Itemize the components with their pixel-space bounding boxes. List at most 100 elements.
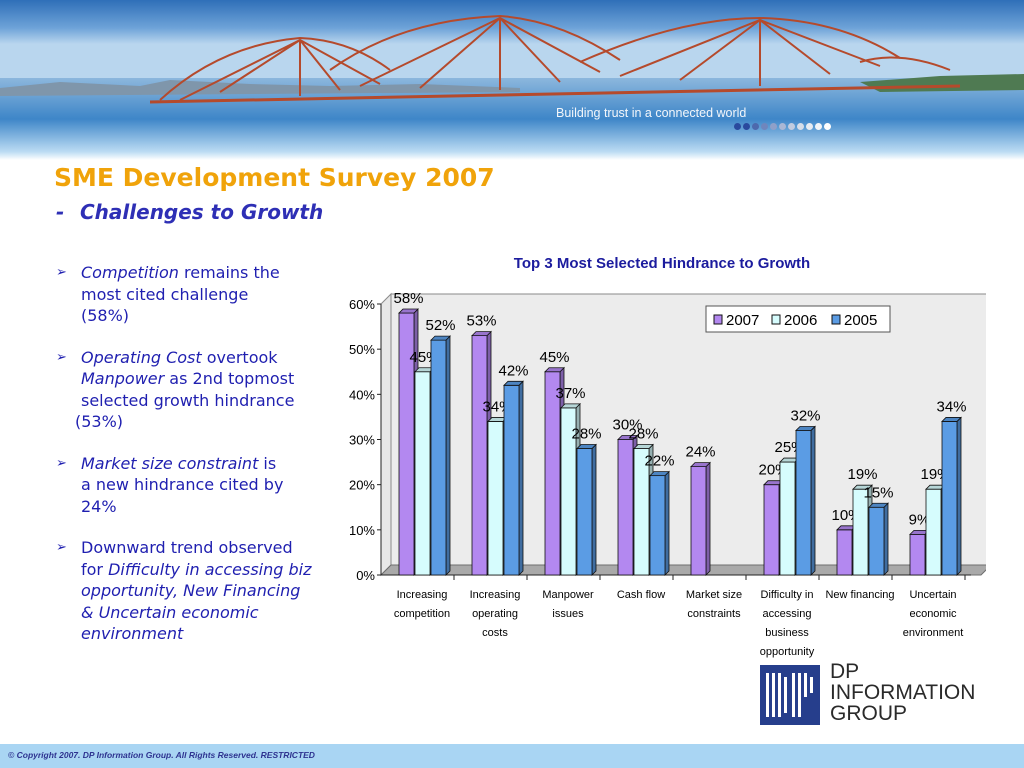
x-category-label: constraints: [687, 608, 741, 620]
bullet-text: for: [81, 559, 109, 579]
bar-top-2005: [503, 380, 524, 386]
bar-2007: [763, 484, 780, 576]
data-label-2007: 9%: [909, 511, 931, 528]
data-label-2007: 24%: [685, 444, 715, 461]
bullet-line: opportunity, New Financing: [81, 581, 301, 600]
y-tick-label: 60%: [349, 297, 375, 312]
page-subtitle: - Challenges to Growth: [56, 200, 323, 224]
dp-logo-mark: [760, 665, 820, 725]
legend-swatch-2007: [713, 314, 723, 325]
bullet-line: & Uncertain economic: [81, 602, 259, 622]
subtitle-text: Challenges to Growth: [80, 200, 324, 224]
page-title: SME Development Survey 2007: [54, 163, 495, 192]
bar-side-2005: [445, 335, 451, 576]
bar-top-2005: [868, 502, 889, 508]
bar-top-2007: [617, 435, 638, 440]
bullet-text: overtook: [201, 347, 278, 367]
bar-2005: [868, 506, 885, 576]
bar-2005: [503, 384, 520, 576]
data-label-2005: 22%: [644, 453, 674, 470]
bar-top-2006: [560, 403, 581, 409]
bar-side-2005: [591, 443, 597, 576]
data-label-2005: 28%: [571, 426, 601, 443]
bullet-arrow-icon: ➢: [56, 349, 67, 365]
bar-2005: [795, 430, 812, 576]
bar-2006: [414, 371, 431, 576]
bar-2007: [690, 466, 707, 576]
banner-progress-dots: [734, 123, 831, 132]
chart-side-wall: [380, 292, 392, 577]
bar-top-2006: [852, 484, 873, 490]
y-tick-label: 40%: [349, 387, 375, 402]
bullet-market-size: ➢ Market size constraint is a new hindra…: [56, 453, 356, 518]
x-category-label: accessing: [763, 608, 812, 620]
bullet-arrow-icon: ➢: [56, 265, 67, 280]
data-label-2005: 32%: [790, 407, 820, 424]
progress-dot: [779, 123, 786, 130]
bar-top-2007: [544, 367, 565, 373]
bullet-emphasis: Difficulty in accessing biz: [108, 559, 312, 579]
bar-top-2005: [941, 417, 962, 422]
x-category-label: Uncertain: [909, 589, 956, 601]
data-label-2006: 28%: [628, 426, 658, 443]
bullet-line: (53%): [75, 412, 124, 431]
bullet-arrow-icon: ➢: [56, 455, 67, 471]
bullet-line: Manpower as 2nd topmost: [81, 368, 356, 390]
x-category-label: competition: [394, 608, 450, 620]
progress-dot: [761, 123, 768, 130]
progress-dot: [743, 123, 750, 130]
bar-2006: [779, 461, 796, 576]
logo-line: INFORMATION: [830, 681, 976, 704]
x-category-label: issues: [552, 608, 584, 620]
data-label-2007: 58%: [393, 290, 423, 307]
progress-dot: [752, 123, 759, 130]
progress-dot: [806, 123, 813, 130]
progress-dot: [788, 123, 795, 130]
bullet-emphasis: Manpower: [81, 369, 165, 388]
bullet-line: 24%: [81, 496, 117, 516]
copyright-text: © Copyright 2007. DP Information Group. …: [8, 750, 315, 760]
y-tick-label: 50%: [349, 342, 375, 357]
data-label-2007: 53%: [466, 313, 496, 330]
x-category-label: business: [765, 627, 809, 639]
bullet-emphasis: Competition: [81, 263, 179, 282]
bridge-banner-image: [0, 0, 1024, 160]
legend-label-2007: 2007: [726, 312, 759, 329]
data-label-2005: 42%: [498, 362, 528, 379]
bullet-list: ➢ Competition remains the most cited cha…: [56, 262, 356, 665]
bullet-text: remains the: [178, 263, 280, 282]
progress-dot: [770, 123, 777, 130]
bar-side-2005: [883, 502, 889, 576]
progress-dot: [815, 123, 822, 130]
bullet-line: selected growth hindrance: [81, 390, 295, 410]
data-label-2006: 37%: [555, 385, 585, 402]
bar-top-2005: [649, 471, 670, 477]
chart-svg: Top 3 Most Selected Hindrance to Growth 0…: [349, 255, 993, 658]
bar-2005: [941, 421, 958, 576]
subtitle-dash: -: [56, 200, 65, 224]
bar-2007: [617, 439, 634, 576]
bar-top-2006: [633, 444, 654, 449]
data-label-2006: 19%: [847, 466, 877, 483]
bar-side-2005: [518, 380, 524, 576]
bullet-line: Competition remains the: [81, 262, 356, 284]
bar-top-2005: [430, 335, 451, 341]
x-category-label: costs: [482, 627, 508, 639]
legend-label-2006: 2006: [784, 312, 817, 329]
x-category-label: New financing: [825, 589, 894, 601]
bar-side-2007: [705, 461, 711, 576]
bullet-emphasis: Market size constraint: [81, 453, 259, 473]
data-label-2007: 45%: [539, 349, 569, 366]
chart-legend: [705, 305, 891, 333]
logo-line: GROUP: [830, 702, 908, 725]
bullet-text: as 2nd topmost: [164, 369, 295, 388]
bullet-line: environment: [81, 624, 184, 643]
banner-tagline: Building trust in a connected world: [556, 106, 747, 120]
bullet-text: is: [258, 453, 277, 473]
bullet-line: for Difficulty in accessing biz: [81, 559, 356, 581]
chart-title: Top 3 Most Selected Hindrance to Growth: [514, 255, 810, 272]
y-tick-label: 30%: [349, 433, 375, 448]
bar-2006: [925, 488, 942, 576]
legend-swatch-2005: [831, 314, 841, 325]
bullet-line: Operating Cost overtook: [81, 347, 356, 369]
